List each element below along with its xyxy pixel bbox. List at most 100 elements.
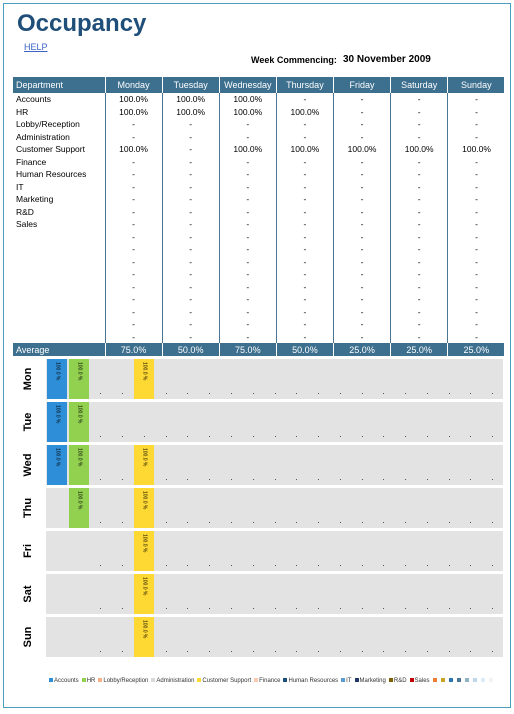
department-cell[interactable] xyxy=(13,243,106,256)
occupancy-cell[interactable]: 100.0% xyxy=(333,143,392,156)
occupancy-cell[interactable]: - xyxy=(475,269,478,280)
occupancy-cell[interactable]: - xyxy=(162,180,220,193)
occupancy-cell[interactable]: - xyxy=(219,218,277,231)
occupancy-cell[interactable]: - xyxy=(276,280,335,293)
occupancy-cell[interactable]: - xyxy=(162,293,220,306)
occupancy-cell[interactable]: - xyxy=(390,205,449,218)
occupancy-cell[interactable]: - xyxy=(333,330,392,343)
occupancy-cell[interactable]: - xyxy=(276,330,335,343)
occupancy-cell[interactable]: - xyxy=(276,218,335,231)
occupancy-cell[interactable]: - xyxy=(390,230,449,243)
occupancy-cell[interactable]: 100.0% xyxy=(105,105,163,118)
occupancy-cell[interactable]: - xyxy=(105,180,163,193)
occupancy-cell[interactable]: - xyxy=(390,318,449,331)
occupancy-cell[interactable]: - xyxy=(475,206,478,217)
occupancy-cell[interactable]: - xyxy=(390,118,449,131)
occupancy-cell[interactable]: - xyxy=(390,330,449,343)
occupancy-cell[interactable]: - xyxy=(475,256,478,267)
occupancy-cell[interactable]: - xyxy=(276,318,335,331)
occupancy-cell[interactable]: - xyxy=(475,306,478,317)
department-cell[interactable] xyxy=(13,268,106,281)
occupancy-cell[interactable]: - xyxy=(105,230,163,243)
department-cell[interactable] xyxy=(13,255,106,268)
occupancy-cell[interactable]: - xyxy=(276,268,335,281)
occupancy-cell[interactable]: 100.0% xyxy=(390,143,449,156)
occupancy-cell[interactable]: - xyxy=(333,105,392,118)
department-cell[interactable]: R&D xyxy=(13,205,106,218)
occupancy-cell[interactable]: - xyxy=(333,280,392,293)
occupancy-cell[interactable]: - xyxy=(390,168,449,181)
occupancy-cell[interactable]: - xyxy=(162,280,220,293)
department-cell[interactable]: Lobby/Reception xyxy=(13,118,106,131)
occupancy-cell[interactable]: - xyxy=(333,293,392,306)
occupancy-cell[interactable]: - xyxy=(475,106,478,117)
occupancy-cell[interactable]: - xyxy=(475,331,478,342)
occupancy-cell[interactable]: 100.0% xyxy=(219,93,277,106)
occupancy-cell[interactable]: - xyxy=(219,180,277,193)
occupancy-cell[interactable]: - xyxy=(105,305,163,318)
occupancy-cell[interactable]: - xyxy=(333,268,392,281)
occupancy-cell[interactable]: - xyxy=(276,293,335,306)
occupancy-cell[interactable]: - xyxy=(475,319,478,330)
occupancy-cell[interactable]: - xyxy=(390,268,449,281)
occupancy-cell[interactable]: - xyxy=(333,305,392,318)
occupancy-cell[interactable]: - xyxy=(390,305,449,318)
help-link[interactable]: HELP xyxy=(24,42,48,52)
occupancy-cell[interactable]: - xyxy=(162,118,220,131)
occupancy-cell[interactable]: - xyxy=(276,130,335,143)
occupancy-cell[interactable]: - xyxy=(276,230,335,243)
occupancy-cell[interactable]: - xyxy=(276,305,335,318)
occupancy-cell[interactable]: - xyxy=(333,218,392,231)
occupancy-cell[interactable]: - xyxy=(162,330,220,343)
occupancy-cell[interactable]: - xyxy=(475,156,478,167)
occupancy-cell[interactable]: - xyxy=(162,305,220,318)
department-cell[interactable]: Finance xyxy=(13,155,106,168)
occupancy-cell[interactable]: - xyxy=(276,255,335,268)
occupancy-cell[interactable]: - xyxy=(105,118,163,131)
occupancy-cell[interactable]: - xyxy=(390,130,449,143)
occupancy-cell[interactable]: - xyxy=(162,243,220,256)
occupancy-cell[interactable]: - xyxy=(390,293,449,306)
occupancy-cell[interactable]: - xyxy=(219,280,277,293)
occupancy-cell[interactable]: - xyxy=(105,243,163,256)
occupancy-cell[interactable]: 100.0% xyxy=(219,143,277,156)
occupancy-cell[interactable]: 100.0% xyxy=(276,143,335,156)
occupancy-cell[interactable]: - xyxy=(219,330,277,343)
occupancy-cell[interactable]: - xyxy=(475,294,478,305)
department-cell[interactable]: HR xyxy=(13,105,106,118)
occupancy-cell[interactable]: 100.0% xyxy=(105,93,163,106)
occupancy-cell[interactable]: - xyxy=(162,268,220,281)
occupancy-cell[interactable]: 100.0% xyxy=(276,105,335,118)
occupancy-cell[interactable]: - xyxy=(276,168,335,181)
occupancy-cell[interactable]: - xyxy=(162,193,220,206)
occupancy-cell[interactable]: - xyxy=(105,205,163,218)
occupancy-cell[interactable]: - xyxy=(333,155,392,168)
occupancy-cell[interactable]: - xyxy=(475,169,478,180)
occupancy-cell[interactable]: - xyxy=(276,193,335,206)
occupancy-cell[interactable]: - xyxy=(162,218,220,231)
occupancy-cell[interactable]: - xyxy=(333,230,392,243)
occupancy-cell[interactable]: - xyxy=(475,281,478,292)
occupancy-cell[interactable]: - xyxy=(390,93,449,106)
occupancy-cell[interactable]: - xyxy=(219,305,277,318)
occupancy-cell[interactable]: 100.0% xyxy=(105,143,163,156)
occupancy-cell[interactable]: - xyxy=(333,180,392,193)
occupancy-cell[interactable]: - xyxy=(162,255,220,268)
department-cell[interactable]: IT xyxy=(13,180,106,193)
department-cell[interactable] xyxy=(13,305,106,318)
occupancy-cell[interactable]: - xyxy=(333,318,392,331)
occupancy-cell[interactable]: - xyxy=(219,243,277,256)
occupancy-cell[interactable]: - xyxy=(390,155,449,168)
occupancy-cell[interactable]: - xyxy=(105,330,163,343)
occupancy-cell[interactable]: - xyxy=(162,230,220,243)
occupancy-cell[interactable]: - xyxy=(105,130,163,143)
occupancy-cell[interactable]: - xyxy=(475,219,478,230)
occupancy-cell[interactable]: - xyxy=(219,118,277,131)
occupancy-cell[interactable]: 100.0% xyxy=(162,93,220,106)
occupancy-cell[interactable]: - xyxy=(276,180,335,193)
occupancy-cell[interactable]: - xyxy=(219,293,277,306)
occupancy-cell[interactable]: - xyxy=(390,218,449,231)
occupancy-cell[interactable]: - xyxy=(390,255,449,268)
occupancy-cell[interactable]: - xyxy=(390,105,449,118)
occupancy-cell[interactable]: - xyxy=(219,318,277,331)
